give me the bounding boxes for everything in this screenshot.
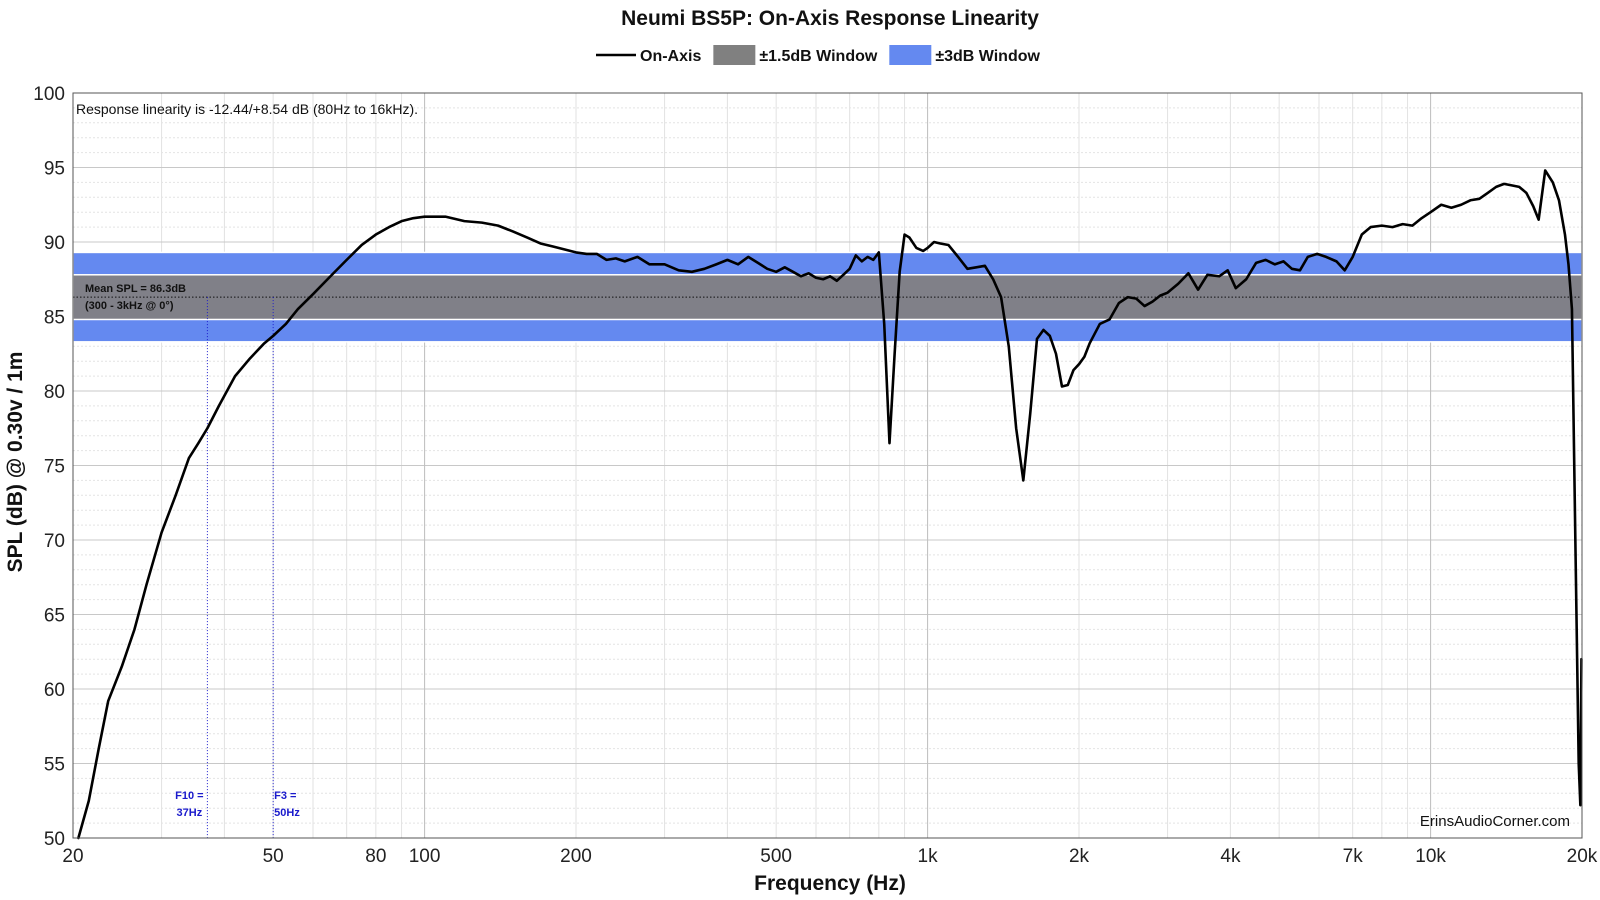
tolerance-windows: [72, 251, 1583, 343]
legend-label: ±3dB Window: [935, 48, 1040, 65]
marker-value: 37Hz: [177, 807, 203, 819]
marker-label: F10 =: [175, 790, 203, 802]
y-axis-title: SPL (dB) @ 0.30v / 1m: [4, 352, 27, 573]
y-tick-label: 80: [44, 382, 65, 403]
legend-swatch-box: [713, 45, 756, 65]
y-tick-label: 50: [44, 829, 65, 850]
y-tick-label: 100: [33, 84, 65, 105]
y-tick-label: 65: [44, 606, 65, 627]
on-axis-series-line: [77, 169, 1583, 840]
x-tick-label: 20k: [1567, 846, 1598, 867]
x-tick-label: 7k: [1343, 846, 1364, 867]
legend-label: ±1.5dB Window: [759, 48, 878, 65]
x-tick-label: 10k: [1415, 846, 1446, 867]
x-tick-label: 20: [62, 846, 83, 867]
x-tick-label: 4k: [1220, 846, 1241, 867]
x-axis-ticks: 20 50 80 100 200 500 1k 2k 4k 7k 10k 20k: [62, 846, 1597, 867]
data-series: [77, 169, 1583, 840]
x-tick-label: 1k: [918, 846, 939, 867]
y-tick-label: 90: [44, 233, 65, 254]
legend-swatch-box: [889, 45, 932, 65]
mean-spl-label: Mean SPL = 86.3dB: [85, 283, 186, 295]
plot-frame: [72, 92, 1583, 839]
x-axis-title: Frequency (Hz): [754, 872, 906, 895]
y-tick-label: 70: [44, 531, 65, 552]
mean-spl-range-label: (300 - 3kHz @ 0°): [85, 300, 174, 312]
y-tick-label: 95: [44, 159, 65, 180]
frequency-markers: F10 = 37Hz F3 = 50Hz: [175, 297, 300, 838]
y-tick-label: 85: [44, 308, 65, 329]
x-tick-label: 50: [263, 846, 284, 867]
x-tick-label: 500: [760, 846, 792, 867]
y-tick-label: 75: [44, 457, 65, 478]
linearity-annotation: Response linearity is -12.44/+8.54 dB (8…: [76, 101, 418, 117]
chart-legend: On-Axis ±1.5dB Window ±3dB Window: [596, 45, 1040, 65]
y-tick-label: 55: [44, 755, 65, 776]
y-axis-ticks: 50 55 60 65 70 75 80 85 90 95 100: [33, 84, 65, 850]
chart-title: Neumi BS5P: On-Axis Response Linearity: [621, 7, 1039, 30]
marker-value: 50Hz: [274, 807, 300, 819]
x-tick-label: 80: [365, 846, 386, 867]
x-tick-label: 200: [560, 846, 592, 867]
x-tick-label: 100: [409, 846, 441, 867]
y-tick-label: 60: [44, 680, 65, 701]
window-band: [72, 274, 1583, 321]
watermark-text: ErinsAudioCorner.com: [1420, 813, 1570, 830]
marker-label: F3 =: [274, 790, 296, 802]
x-tick-label: 2k: [1069, 846, 1090, 867]
legend-label: On-Axis: [640, 48, 701, 65]
